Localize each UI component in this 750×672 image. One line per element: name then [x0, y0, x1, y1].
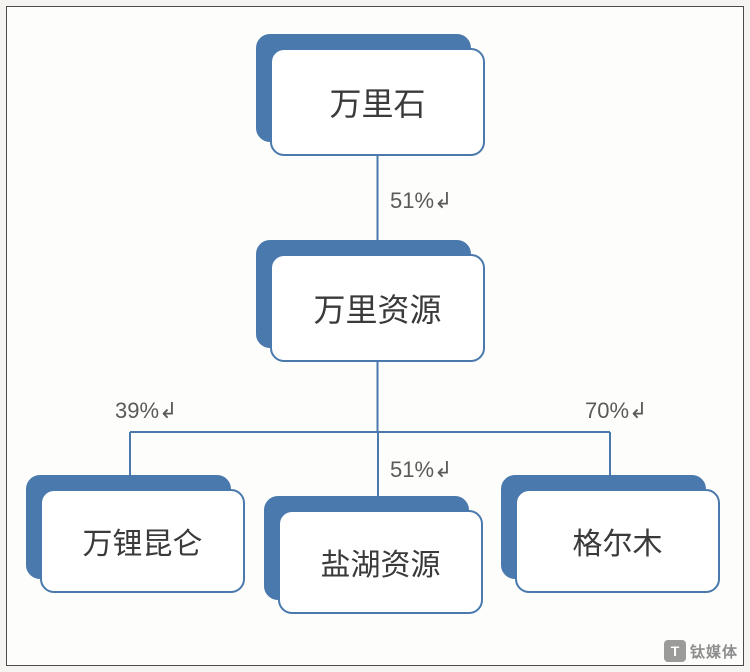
org-node: 万里资源	[270, 254, 485, 362]
org-node: 盐湖资源	[278, 510, 483, 614]
org-node-label: 万里资源	[313, 285, 441, 331]
watermark-badge-icon: T	[664, 640, 686, 662]
ownership-percent-label: 70%↲	[585, 398, 647, 424]
watermark: T 钛媒体	[664, 640, 738, 662]
org-node-label: 格尔木	[573, 519, 663, 563]
ownership-percent-label: 39%↲	[115, 398, 177, 424]
org-node-label: 万里石	[329, 79, 425, 125]
ownership-percent-label: 51%↲	[390, 188, 452, 214]
org-node-label: 盐湖资源	[321, 540, 441, 584]
ownership-percent-label: 51%↲	[390, 457, 452, 483]
watermark-text: 钛媒体	[690, 641, 738, 662]
org-node: 万锂昆仑	[40, 489, 245, 593]
org-node: 格尔木	[515, 489, 720, 593]
org-node: 万里石	[270, 48, 485, 156]
org-node-label: 万锂昆仑	[83, 519, 203, 563]
